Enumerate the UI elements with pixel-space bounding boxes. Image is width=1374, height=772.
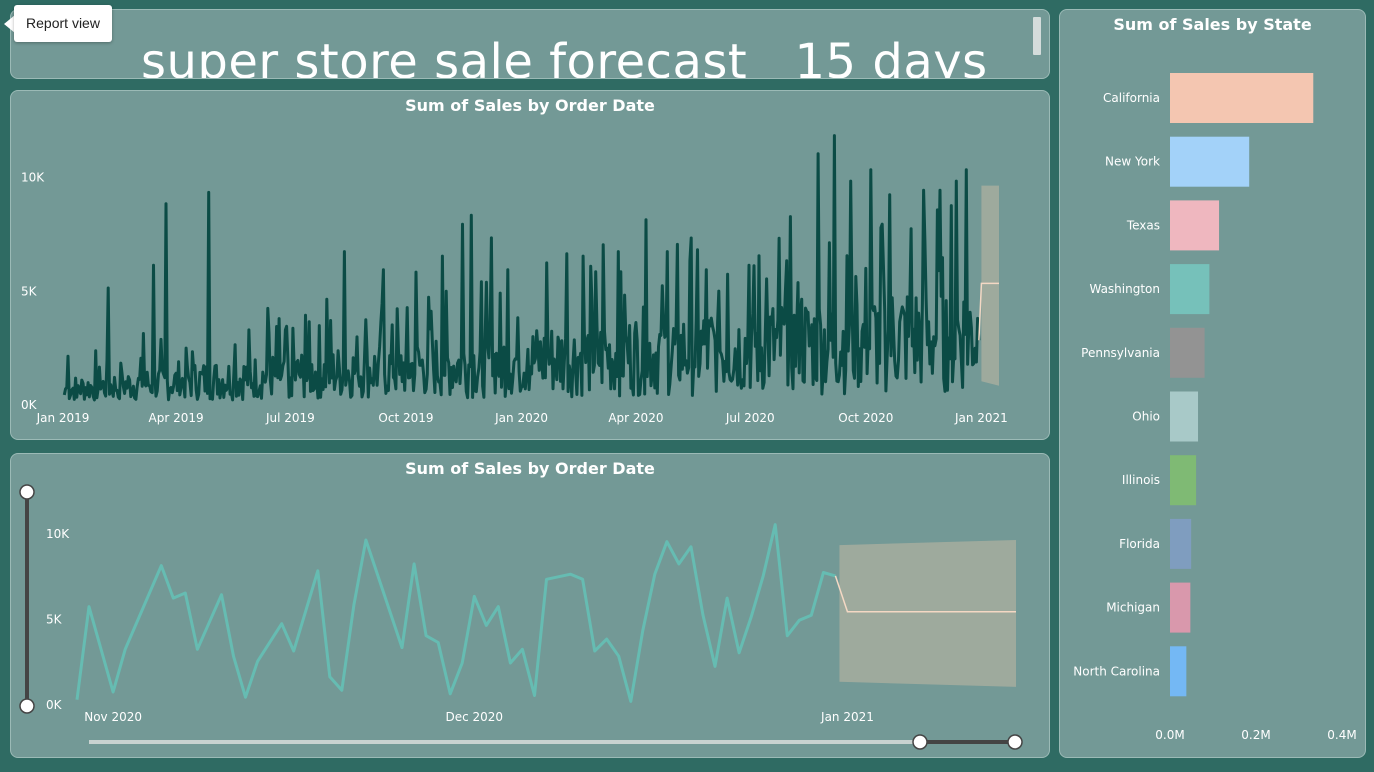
category-label: North Carolina xyxy=(1073,664,1160,678)
sales-by-date-line-chart[interactable]: 0K 5K 10K Jan 2019 Apr 2019 Jul 2019 Oct 2019 J… xyxy=(11,91,1050,440)
sales-by-state-chart-card[interactable]: Sum of Sales by State California New York… xyxy=(1059,9,1366,758)
forecast-confidence-band xyxy=(981,185,999,386)
bar-washington[interactable] xyxy=(1170,264,1210,315)
y-tick-label: 10K xyxy=(46,527,70,541)
bar-michigan[interactable] xyxy=(1170,582,1191,633)
forecast-line xyxy=(978,282,999,341)
x-tick-label: Jan 2019 xyxy=(36,411,90,425)
x-tick-label: Jan 2020 xyxy=(494,411,548,425)
bar-illinois[interactable] xyxy=(1170,455,1197,506)
title-card: super store sale forecast 15 days xyxy=(10,9,1050,79)
category-label: Michigan xyxy=(1106,601,1160,615)
chart-title: Sum of Sales by Order Date xyxy=(405,96,655,115)
y-tick-label: 5K xyxy=(21,284,38,298)
bar-florida[interactable] xyxy=(1170,518,1192,569)
x-tick-label: Jan 2021 xyxy=(820,710,874,724)
category-label: Florida xyxy=(1119,537,1160,551)
bar-ohio[interactable] xyxy=(1170,391,1199,442)
category-label: California xyxy=(1103,91,1160,105)
bar-north-carolina[interactable] xyxy=(1170,646,1187,697)
y-range-slider-top-handle[interactable] xyxy=(19,484,35,500)
y-tick-label: 0K xyxy=(46,698,63,712)
x-tick-label: Jan 2021 xyxy=(954,411,1008,425)
x-tick-label: 0.2M xyxy=(1241,728,1270,742)
sales-by-date-zoom-line-chart[interactable]: 0K 5K 10K Nov 2020 Dec 2020 Jan 2021 xyxy=(11,454,1050,758)
x-tick-label: Oct 2019 xyxy=(378,411,433,425)
chart-title: Sum of Sales by Order Date xyxy=(405,459,655,478)
tooltip-arrow xyxy=(4,15,15,33)
forecast-confidence-band xyxy=(839,540,1016,687)
x-tick-label: 0.4M xyxy=(1327,728,1356,742)
x-range-slider-right-handle[interactable] xyxy=(1007,734,1023,750)
sales-series-line[interactable] xyxy=(62,134,981,402)
x-tick-label: Jul 2019 xyxy=(265,411,315,425)
category-label: Ohio xyxy=(1132,410,1160,424)
y-tick-label: 0K xyxy=(21,398,38,412)
sales-by-date-chart-card[interactable]: Sum of Sales by Order Date 0K 5K 10K Jan 20… xyxy=(10,90,1050,440)
chart-title: Sum of Sales by State xyxy=(1113,15,1312,34)
y-range-slider-bottom-handle[interactable] xyxy=(19,698,35,714)
category-label: New York xyxy=(1105,155,1160,169)
category-label: Texas xyxy=(1126,218,1160,232)
forecast-line xyxy=(834,575,1016,613)
y-tick-label: 10K xyxy=(21,171,45,185)
title-scrollbar[interactable] xyxy=(1033,17,1041,55)
dashboard-title: super store sale forecast 15 days xyxy=(141,34,988,79)
x-tick-label: 0.0M xyxy=(1155,728,1184,742)
category-label: Washington xyxy=(1089,282,1160,296)
x-tick-label: Apr 2020 xyxy=(608,411,663,425)
x-range-slider-left-handle[interactable] xyxy=(912,734,928,750)
bar-pennsylvania[interactable] xyxy=(1170,327,1205,378)
bar-new-york[interactable] xyxy=(1170,136,1250,187)
bar-california[interactable] xyxy=(1170,73,1314,123)
category-label: Illinois xyxy=(1122,473,1160,487)
category-label: Pennsylvania xyxy=(1081,346,1160,360)
x-tick-label: Oct 2020 xyxy=(838,411,893,425)
bar-texas[interactable] xyxy=(1170,200,1220,251)
x-tick-label: Apr 2019 xyxy=(149,411,204,425)
x-tick-label: Dec 2020 xyxy=(445,710,503,724)
sales-by-date-zoom-chart-card[interactable]: Sum of Sales by Order Date 0K 5K 10K Nov 20… xyxy=(10,453,1050,758)
y-tick-label: 5K xyxy=(46,613,63,627)
sales-series-line[interactable] xyxy=(75,523,836,703)
x-tick-label: Nov 2020 xyxy=(84,710,142,724)
x-tick-label: Jul 2020 xyxy=(725,411,775,425)
report-view-tooltip: Report view xyxy=(14,5,112,42)
sales-by-state-bar-chart[interactable]: California New York Texas Washington Pennsyl… xyxy=(1060,10,1366,758)
